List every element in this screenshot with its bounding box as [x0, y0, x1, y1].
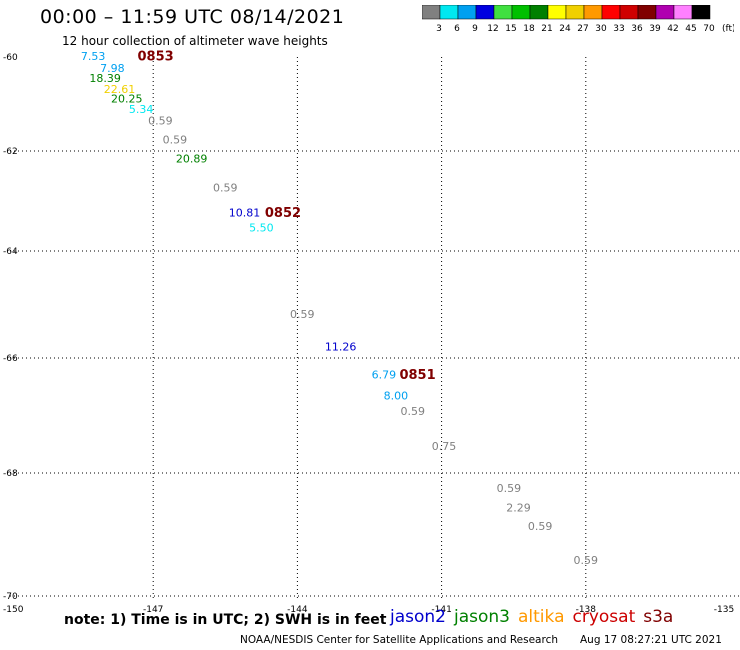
page-title: 00:00 – 11:59 UTC 08/14/2021	[40, 6, 345, 28]
longitude-tick-label: -144	[287, 605, 308, 615]
legend-item-altika: altika	[518, 607, 565, 627]
latitude-tick-label: -62	[3, 147, 18, 157]
wave-height-value: 11.26	[325, 340, 357, 353]
map-gridlines	[10, 57, 740, 600]
pass-time-labels: 0853 0852 0851	[138, 50, 436, 383]
colorbar-label: 36	[631, 24, 643, 34]
map-note: note: 1) Time is in UTC; 2) SWH is in fe…	[64, 612, 387, 628]
pass-time-label: 0851	[399, 368, 435, 383]
colorbar-swatch	[493, 5, 513, 20]
latitude-tick-label: -68	[3, 469, 18, 479]
wave-height-value: 7.98	[100, 62, 125, 75]
wave-height-observations: 7.537.9818.3922.6120.255.340.590.5920.89…	[81, 50, 598, 567]
wave-height-value: 0.59	[213, 182, 238, 195]
colorbar-label: 24	[559, 24, 571, 34]
colorbar-label: 9	[472, 24, 478, 34]
colorbar-swatch	[422, 5, 441, 20]
colorbar-swatch	[673, 5, 693, 20]
colorbar-label: 18	[523, 24, 535, 34]
wave-height-value: 6.79	[372, 368, 397, 381]
colorbar-swatch	[691, 5, 711, 20]
colorbar-label: 45	[685, 24, 696, 34]
colorbar-swatch	[637, 5, 657, 20]
legend-item-s3a: s3a	[643, 607, 674, 627]
longitude-tick-labels: -150 -147 -144 -141 -138 -135	[3, 605, 734, 615]
colorbar-swatch	[655, 5, 675, 20]
wave-height-value: 0.59	[290, 308, 315, 321]
satellite-legend: jason2 jason3 altika cryosat s3a	[390, 607, 681, 627]
colorbar-label: 12	[487, 24, 498, 34]
colorbar-swatch	[601, 5, 621, 20]
colorbar-label: 30	[595, 24, 607, 34]
footer-timestamp: Aug 17 08:27:21 UTC 2021	[580, 634, 722, 646]
wave-height-value: 0.59	[148, 114, 173, 127]
colorbar-swatch	[547, 5, 567, 20]
colorbar-label: 6	[454, 24, 460, 34]
colorbar-label: 42	[667, 24, 678, 34]
page-subtitle: 12 hour collection of altimeter wave hei…	[62, 34, 328, 48]
wave-height-value: 0.59	[163, 134, 188, 147]
latitude-tick-label: -66	[3, 354, 18, 364]
pass-time-label: 0853	[138, 50, 174, 65]
legend-item-cryosat: cryosat	[572, 607, 636, 627]
colorbar-swatch	[529, 5, 549, 20]
colorbar-swatch	[583, 5, 603, 20]
colorbar-label: 21	[541, 24, 552, 34]
colorbar-label: 33	[613, 24, 624, 34]
latitude-tick-label: -64	[3, 247, 18, 257]
wave-height-value: 20.25	[111, 92, 143, 105]
colorbar-swatch	[565, 5, 585, 20]
latitude-tick-label: -60	[3, 53, 18, 63]
wave-height-value: 5.50	[249, 222, 274, 235]
wave-height-value: 7.53	[81, 50, 106, 63]
wave-height-value: 0.59	[401, 405, 426, 418]
wave-height-value: 0.59	[497, 482, 522, 495]
wave-height-value: 10.81	[229, 207, 261, 220]
legend-item-jason2: jason2	[390, 607, 446, 627]
longitude-tick-label: -135	[714, 605, 734, 615]
wave-height-value: 20.89	[176, 153, 208, 166]
colorbar-unit: (ft)	[722, 24, 734, 34]
wave-height-value: 22.61	[104, 83, 136, 96]
wave-height-value: 18.39	[89, 72, 121, 85]
wave-height-value: 2.29	[506, 502, 531, 515]
colorbar-label: 39	[649, 24, 661, 34]
wave-height-value: 0.59	[528, 520, 553, 533]
latitude-tick-label: -70	[3, 592, 18, 602]
longitude-tick-label: -141	[431, 605, 451, 615]
legend-item-jason3: jason3	[454, 607, 510, 627]
colorbar-swatch	[439, 5, 459, 20]
latitude-tick-labels: -60 -62 -64 -66 -68 -70	[3, 53, 18, 602]
colorbar-swatch	[457, 5, 477, 20]
colorbar-swatch	[619, 5, 639, 20]
longitude-tick-label: -150	[3, 605, 24, 615]
longitude-tick-label: -138	[576, 605, 597, 615]
wave-height-value: 0.75	[432, 440, 457, 453]
colorbar-swatch	[475, 5, 495, 20]
wave-height-value: 8.00	[384, 390, 409, 403]
wave-height-value: 5.34	[129, 103, 154, 116]
wave-height-value: 0.59	[574, 554, 599, 567]
colorbar-swatch	[511, 5, 531, 20]
longitude-tick-label: -147	[143, 605, 163, 615]
colorbar-label: 15	[505, 24, 516, 34]
colorbar-label: 3	[436, 24, 442, 34]
pass-time-label: 0852	[265, 206, 301, 221]
footer-credit: NOAA/NESDIS Center for Satellite Applica…	[240, 634, 558, 646]
colorbar-label: 70	[703, 24, 715, 34]
colorbar-label: 27	[577, 24, 588, 34]
